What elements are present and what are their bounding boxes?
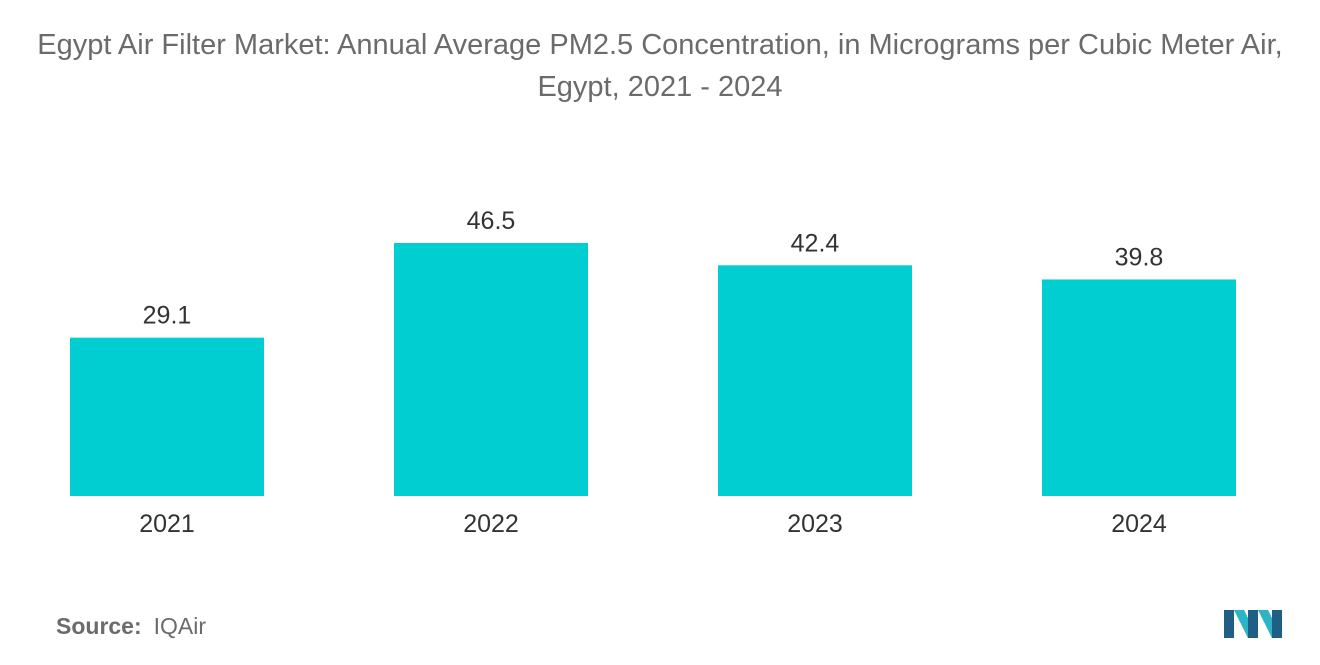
bar-2022 [394, 243, 588, 496]
chart-title: Egypt Air Filter Market: Annual Average … [37, 29, 1283, 103]
category-label-2021: 2021 [139, 510, 195, 538]
bar-2023 [718, 265, 912, 496]
mordor-logo-icon [1224, 610, 1282, 638]
value-label-2024: 39.8 [1115, 243, 1164, 271]
source-label: Source: [56, 613, 142, 639]
source-note: Source: IQAir [56, 613, 206, 640]
category-label-2023: 2023 [787, 510, 843, 538]
category-label-2024: 2024 [1111, 510, 1167, 538]
value-label-2023: 42.4 [791, 229, 840, 257]
value-label-2021: 29.1 [143, 302, 192, 330]
bar-chart: 29.1 46.5 42.4 39.8 2021 2022 2023 2024 [70, 207, 1236, 538]
bars-group [70, 243, 1236, 496]
value-labels-group: 29.1 46.5 42.4 39.8 [143, 207, 1164, 330]
value-label-2022: 46.5 [467, 207, 516, 235]
category-label-2022: 2022 [463, 510, 519, 538]
bar-2024 [1042, 279, 1236, 496]
category-labels-group: 2021 2022 2023 2024 [139, 510, 1167, 538]
bar-2021 [70, 337, 264, 496]
source-value: IQAir [153, 613, 207, 639]
